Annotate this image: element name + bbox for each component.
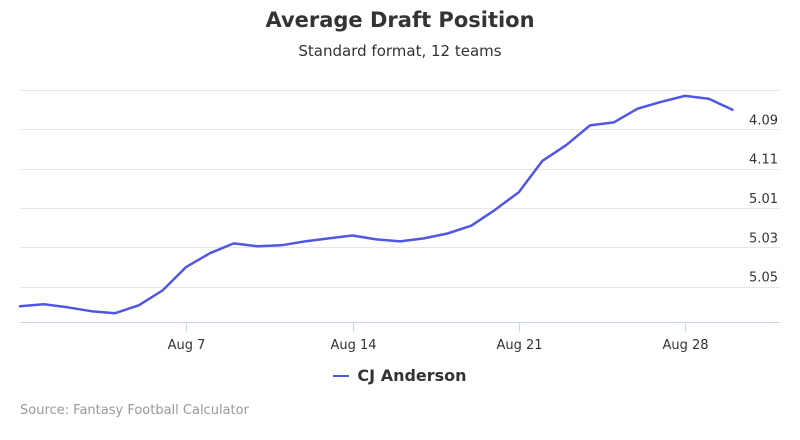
y-tick-label: 5.05 — [749, 271, 778, 286]
series-line-cj-anderson — [18, 94, 734, 315]
y-axis-labels: 4.09 4.11 5.01 5.03 5.05 — [749, 113, 778, 285]
source-credit: Source: Fantasy Football Calculator — [20, 403, 249, 418]
x-tick-label: Aug 21 — [496, 338, 542, 353]
legend-item-cj-anderson[interactable]: CJ Anderson — [0, 366, 800, 385]
chart-title: Average Draft Position — [265, 8, 535, 32]
series-layer — [18, 94, 734, 315]
x-axis: Aug 7 Aug 14 Aug 21 Aug 28 — [20, 322, 780, 353]
x-tick-label: Aug 7 — [168, 338, 206, 353]
y-tick-label: 4.09 — [749, 113, 778, 128]
y-tick-label: 5.03 — [749, 231, 778, 246]
y-tick-label: 5.01 — [749, 192, 778, 207]
legend-label: CJ Anderson — [357, 366, 467, 385]
legend-swatch — [333, 374, 350, 377]
x-tick-label: Aug 14 — [330, 338, 376, 353]
grid-lines — [20, 90, 780, 288]
y-tick-label: 4.11 — [749, 153, 778, 168]
chart-subtitle: Standard format, 12 teams — [298, 42, 502, 60]
x-tick-label: Aug 28 — [662, 338, 708, 353]
